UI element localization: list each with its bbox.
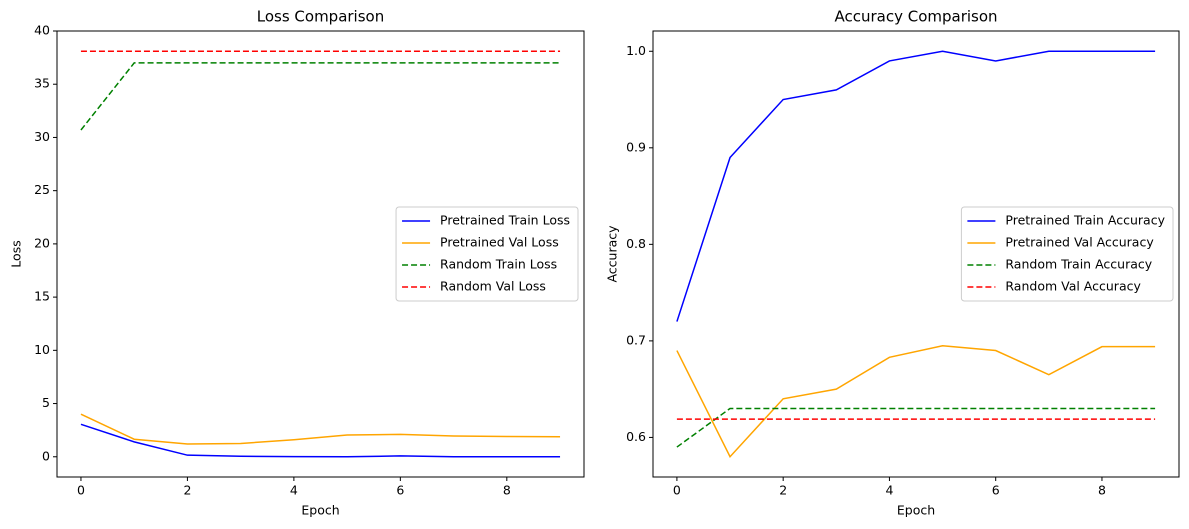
y-tick-label: 0.8 — [626, 236, 646, 251]
series-line — [676, 50, 1156, 322]
x-tick-label: 0 — [77, 483, 85, 498]
y-axis-label: Accuracy — [605, 225, 620, 283]
chart-title: Accuracy Comparison — [834, 8, 997, 26]
x-tick-label: 4 — [885, 483, 893, 498]
y-tick-label: 25 — [34, 182, 50, 197]
y-tick-label: 30 — [34, 129, 50, 144]
series-line — [676, 407, 1156, 448]
plot-frame — [652, 30, 1180, 478]
legend-frame — [960, 206, 1174, 302]
legend: Pretrained Train Loss Pretrained Val Loss… — [395, 206, 579, 302]
y-tick-label: 1.0 — [626, 43, 646, 58]
legend-label: Pretrained Val Accuracy — [1005, 235, 1154, 250]
chart-title: Loss Comparison — [257, 8, 384, 26]
x-axis-label: Epoch — [897, 503, 935, 518]
y-tick-label: 20 — [34, 235, 50, 250]
legend-frame — [395, 206, 579, 302]
y-tick-label: 35 — [34, 76, 50, 91]
y-tick-label: 15 — [34, 289, 50, 304]
y-tick-label: 40 — [34, 23, 50, 38]
legend-label: Pretrained Val Loss — [440, 235, 559, 250]
y-tick-label: 0.9 — [626, 139, 646, 154]
legend-label: Random Train Accuracy — [1005, 257, 1152, 272]
legend-label: Random Val Accuracy — [1005, 279, 1141, 294]
series-line — [80, 413, 561, 445]
series-line — [80, 62, 561, 131]
legend-label: Random Train Loss — [440, 257, 557, 272]
y-tick-label: 0.6 — [626, 429, 646, 444]
series-line — [676, 344, 1156, 459]
y-tick-label: 0 — [42, 448, 50, 463]
y-tick-label: 10 — [34, 342, 50, 357]
y-axis-label: Loss — [9, 240, 24, 267]
x-tick-label: 4 — [290, 483, 298, 498]
y-tick-label: 0.7 — [626, 332, 646, 347]
x-tick-label: 8 — [503, 483, 511, 498]
x-tick-label: 2 — [779, 483, 787, 498]
x-tick-label: 0 — [673, 483, 681, 498]
legend: Pretrained Train Accuracy Pretrained Val … — [960, 206, 1174, 302]
x-tick-label: 6 — [992, 483, 1000, 498]
plot-frame — [56, 30, 585, 478]
legend-label: Pretrained Train Loss — [440, 213, 570, 228]
x-tick-label: 8 — [1098, 483, 1106, 498]
x-axis-label: Epoch — [301, 503, 339, 518]
x-tick-label: 6 — [396, 483, 404, 498]
series-line — [80, 423, 561, 458]
legend-label: Random Val Loss — [440, 279, 546, 294]
legend-label: Pretrained Train Accuracy — [1005, 213, 1165, 228]
x-tick-label: 2 — [183, 483, 191, 498]
y-tick-label: 5 — [42, 395, 50, 410]
